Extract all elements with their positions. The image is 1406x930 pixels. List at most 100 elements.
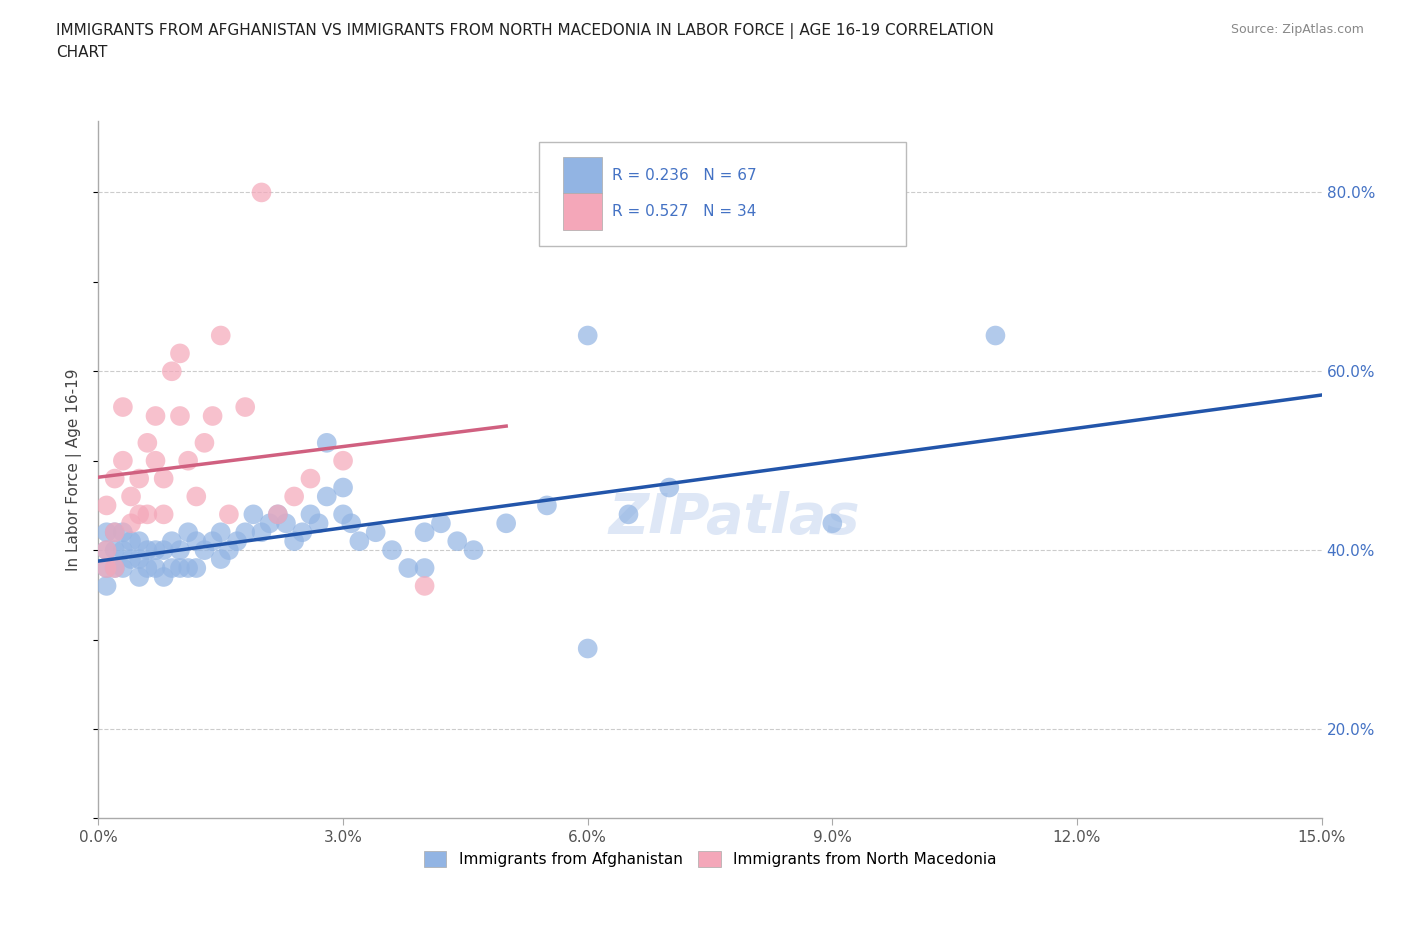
Point	[96, 525, 118, 539]
Point	[186, 489, 208, 504]
Point	[233, 400, 256, 415]
Point	[160, 561, 183, 576]
Point	[193, 435, 215, 450]
Point	[96, 543, 118, 558]
Point	[111, 400, 134, 415]
Point	[209, 525, 232, 539]
Point	[291, 525, 314, 539]
Point	[136, 435, 159, 450]
Point	[283, 489, 305, 504]
Point	[413, 561, 436, 576]
Point	[209, 551, 232, 566]
Point	[315, 489, 337, 504]
Point	[274, 516, 297, 531]
Point	[96, 561, 118, 576]
Point	[111, 453, 134, 468]
Point	[250, 525, 273, 539]
Text: R = 0.236   N = 67: R = 0.236 N = 67	[612, 167, 756, 183]
Point	[495, 516, 517, 531]
Point	[136, 561, 159, 576]
Point	[617, 507, 640, 522]
Point	[332, 507, 354, 522]
Point	[96, 498, 118, 512]
Point	[169, 408, 191, 423]
Point	[299, 472, 322, 486]
Point	[104, 561, 127, 576]
Point	[536, 498, 558, 512]
Point	[201, 534, 224, 549]
Point	[430, 516, 453, 531]
Legend: Immigrants from Afghanistan, Immigrants from North Macedonia: Immigrants from Afghanistan, Immigrants …	[418, 845, 1002, 873]
Point	[104, 561, 127, 576]
Text: R = 0.527   N = 34: R = 0.527 N = 34	[612, 204, 756, 219]
Text: ZIPatlas: ZIPatlas	[609, 491, 860, 546]
Point	[463, 543, 485, 558]
FancyBboxPatch shape	[564, 157, 602, 193]
Point	[201, 408, 224, 423]
Point	[315, 435, 337, 450]
Point	[283, 534, 305, 549]
Point	[160, 364, 183, 379]
Point	[120, 534, 142, 549]
Point	[120, 551, 142, 566]
Point	[267, 507, 290, 522]
Point	[145, 453, 167, 468]
Point	[186, 561, 208, 576]
Point	[104, 543, 127, 558]
Text: Source: ZipAtlas.com: Source: ZipAtlas.com	[1230, 23, 1364, 36]
Text: IMMIGRANTS FROM AFGHANISTAN VS IMMIGRANTS FROM NORTH MACEDONIA IN LABOR FORCE | : IMMIGRANTS FROM AFGHANISTAN VS IMMIGRANT…	[56, 23, 994, 60]
Point	[413, 578, 436, 593]
Point	[177, 561, 200, 576]
Point	[152, 569, 174, 584]
Point	[984, 328, 1007, 343]
Point	[413, 525, 436, 539]
Point	[128, 569, 150, 584]
Point	[233, 525, 256, 539]
Point	[128, 472, 150, 486]
Point	[104, 525, 127, 539]
FancyBboxPatch shape	[564, 193, 602, 230]
Point	[128, 534, 150, 549]
Point	[340, 516, 363, 531]
FancyBboxPatch shape	[538, 142, 905, 246]
Point	[218, 507, 240, 522]
Point	[136, 543, 159, 558]
Point	[193, 543, 215, 558]
Point	[160, 534, 183, 549]
Point	[120, 516, 142, 531]
Point	[186, 534, 208, 549]
Point	[145, 408, 167, 423]
Point	[104, 525, 127, 539]
Point	[128, 551, 150, 566]
Point	[332, 453, 354, 468]
Point	[349, 534, 371, 549]
Point	[169, 543, 191, 558]
Point	[177, 525, 200, 539]
Point	[152, 543, 174, 558]
Point	[308, 516, 330, 531]
Point	[332, 480, 354, 495]
Point	[821, 516, 844, 531]
Point	[242, 507, 264, 522]
Point	[226, 534, 249, 549]
Point	[259, 516, 281, 531]
Point	[96, 578, 118, 593]
Point	[364, 525, 387, 539]
Point	[120, 489, 142, 504]
Point	[169, 346, 191, 361]
Point	[96, 561, 118, 576]
Point	[111, 561, 134, 576]
Point	[267, 507, 290, 522]
Point	[576, 641, 599, 656]
Point	[299, 507, 322, 522]
Point	[177, 453, 200, 468]
Point	[128, 507, 150, 522]
Point	[576, 328, 599, 343]
Point	[209, 328, 232, 343]
Point	[658, 480, 681, 495]
Point	[96, 543, 118, 558]
Point	[145, 561, 167, 576]
Point	[152, 472, 174, 486]
Point	[145, 543, 167, 558]
Point	[381, 543, 404, 558]
